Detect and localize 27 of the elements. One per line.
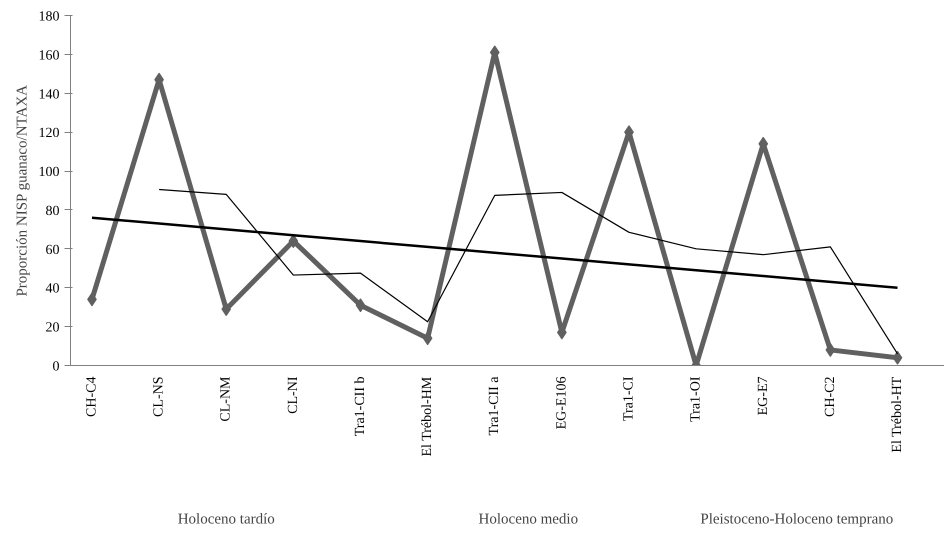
y-tick-label: 160 (38, 48, 60, 64)
x-tick-label: CH-C2 (822, 376, 838, 417)
y-tick-label: 20 (46, 320, 60, 336)
x-tick-label: CL-NS (152, 376, 167, 417)
y-tick-label: 140 (38, 87, 60, 102)
x-tick-label: Tra1-CI (622, 376, 636, 422)
x-tick-label: CL-NI (286, 376, 301, 414)
text: Holoceno medio (478, 512, 578, 528)
y-tick-label: 60 (46, 242, 60, 258)
x-tick-label: Tra1-CII b (352, 376, 368, 436)
text: Holoceno tardío (178, 512, 275, 528)
x-tick-label: CH-C4 (84, 376, 100, 417)
y-tick-label: 40 (46, 282, 60, 297)
x-tick-label: Tra1-OI (688, 376, 704, 422)
x-tick-label: CL-NM (218, 376, 234, 422)
text: Pleistoceno-Holoceno temprano (700, 512, 894, 528)
y-tick-label: 0 (52, 360, 60, 374)
x-tick-label: El Trébol-HT (890, 376, 906, 453)
x-tick-label: EG-E7 (756, 376, 771, 416)
y-tick-label: 80 (46, 204, 60, 219)
y-tick-label: 120 (38, 126, 60, 142)
y-tick-label: 100 (38, 165, 60, 180)
x-tick-label: El Trébol-HM (420, 376, 436, 456)
y-axis-title: Proporción NISP guanaco/NTAXA (14, 84, 30, 297)
x-tick-label: Tra1-CII a (487, 376, 502, 436)
x-tick-label: EG-E106 (554, 376, 570, 430)
y-tick-label: 180 (38, 10, 60, 24)
